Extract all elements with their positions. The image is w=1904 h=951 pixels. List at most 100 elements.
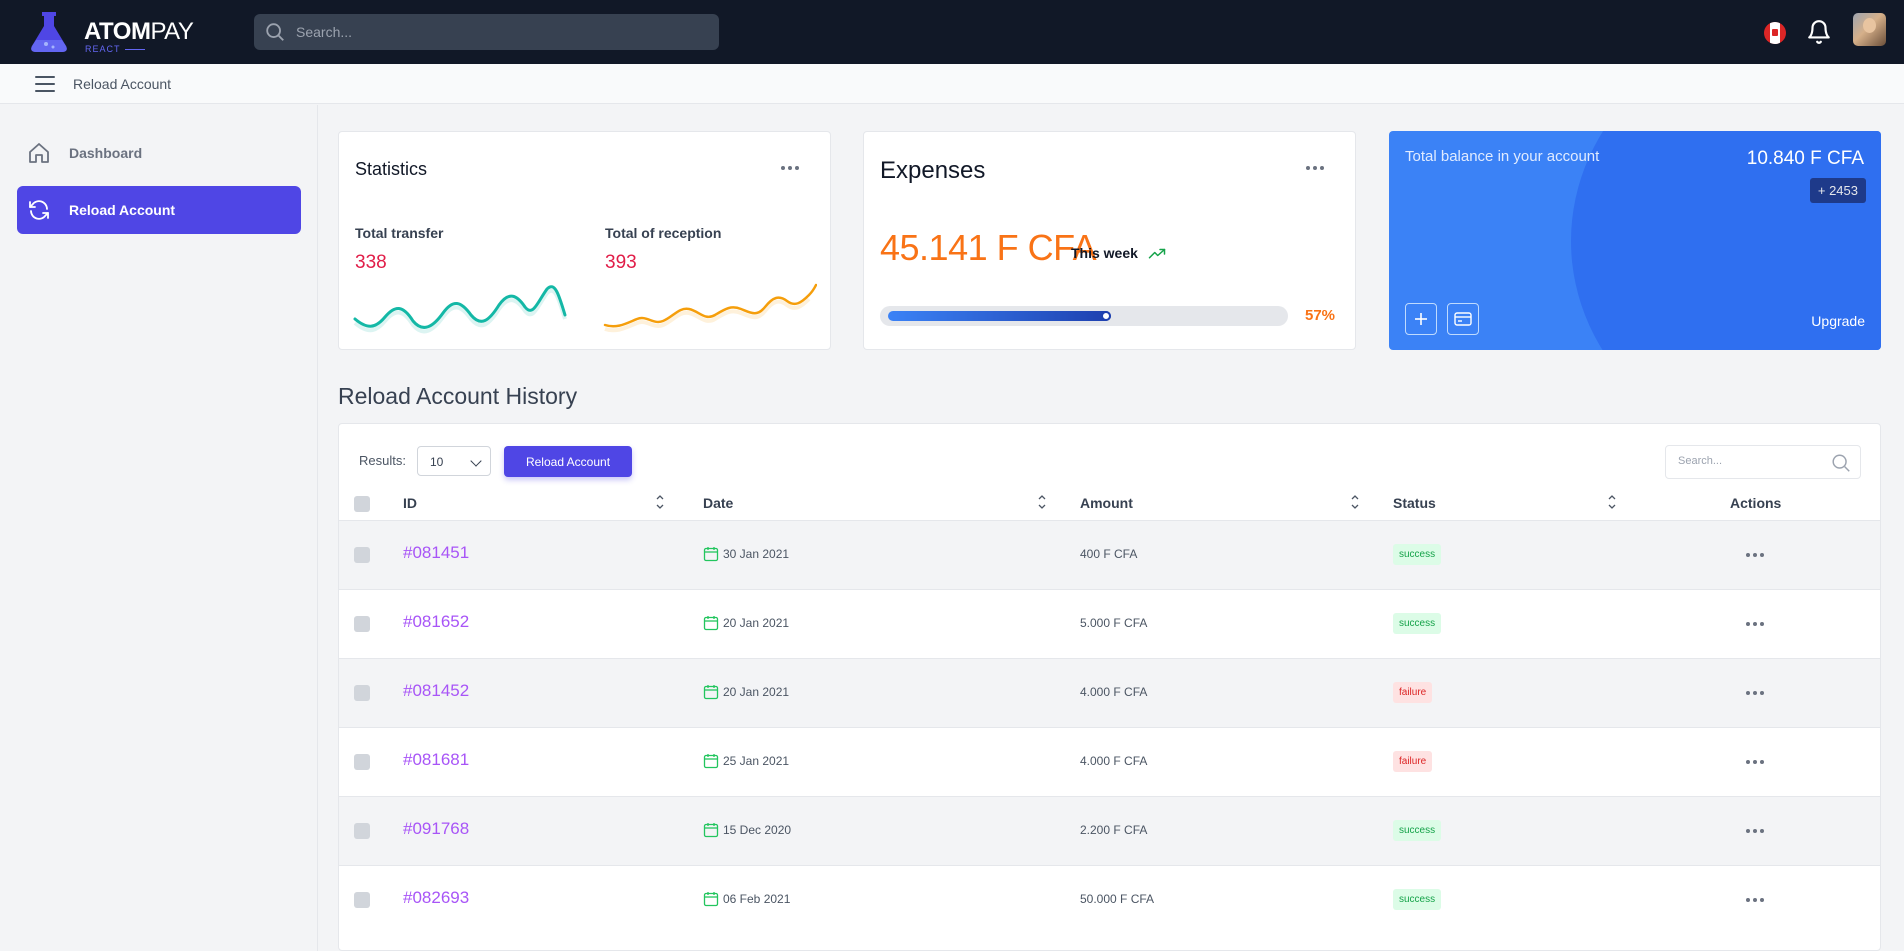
status-badge: success (1393, 889, 1442, 910)
select-all-checkbox[interactable] (354, 496, 370, 512)
row-date-text: 30 Jan 2021 (723, 547, 790, 561)
bell-icon[interactable] (1806, 18, 1832, 46)
credit-card-icon (1454, 312, 1472, 326)
column-header-amount[interactable]: Amount (1080, 495, 1133, 511)
row-checkbox[interactable] (354, 616, 370, 632)
row-date-text: 20 Jan 2021 (723, 685, 790, 699)
logo[interactable]: ATOMPAY REACT (26, 10, 194, 54)
decorative-circle (1571, 131, 1881, 350)
avatar[interactable] (1853, 13, 1886, 46)
status-badge: success (1393, 613, 1442, 634)
add-button[interactable] (1405, 303, 1437, 335)
row-id[interactable]: #082693 (403, 888, 470, 907)
sidebar-item-dashboard[interactable]: Dashboard (17, 129, 301, 177)
sort-icon[interactable] (1607, 493, 1617, 511)
canada-flag-icon[interactable] (1764, 22, 1786, 44)
row-amount: 2.200 F CFA (1080, 823, 1148, 837)
total-reception-label: Total of reception (605, 225, 722, 241)
sidebar-item-reload-account[interactable]: Reload Account (17, 186, 301, 234)
sort-icon[interactable] (655, 493, 665, 511)
row-checkbox[interactable] (354, 685, 370, 701)
table-search-input[interactable] (1678, 455, 1828, 467)
home-icon (29, 143, 49, 163)
row-actions-icon[interactable] (1746, 760, 1764, 764)
row-id[interactable]: #091768 (403, 819, 470, 838)
calendar-icon (703, 547, 719, 562)
row-id[interactable]: #081452 (403, 681, 470, 700)
expenses-card: Expenses 45.141 F CFA This week 57% (863, 131, 1356, 350)
card-button[interactable] (1447, 303, 1479, 335)
row-date: 15 Dec 2020 (703, 822, 791, 838)
column-header-actions: Actions (1730, 495, 1782, 511)
row-actions-icon[interactable] (1746, 553, 1764, 557)
row-checkbox[interactable] (354, 754, 370, 770)
history-table-card: Results: 10 Reload Account ID Date Amoun… (338, 423, 1881, 951)
progress-fill (888, 311, 1111, 321)
statistics-card: Statistics Total transfer 338 Total of r… (338, 131, 831, 350)
sort-icon[interactable] (1350, 493, 1360, 511)
brand-bold: ATOM (84, 18, 151, 45)
sidebar-item-label: Dashboard (69, 145, 143, 161)
flask-logo-icon (31, 12, 67, 52)
top-search-input[interactable] (296, 24, 696, 40)
menu-icon[interactable] (35, 76, 55, 92)
status-badge: success (1393, 820, 1442, 841)
status-badge: failure (1393, 751, 1433, 772)
top-bar: ATOMPAY REACT (0, 0, 1904, 64)
row-actions-icon[interactable] (1746, 691, 1764, 695)
column-header-date[interactable]: Date (703, 495, 734, 511)
balance-label: Total balance in your account (1405, 148, 1600, 165)
row-checkbox[interactable] (354, 892, 370, 908)
search-icon (266, 23, 284, 41)
expenses-value: 45.141 F CFA (880, 227, 1097, 268)
brand-name: ATOMPAY (84, 18, 194, 45)
reload-account-button[interactable]: Reload Account (504, 446, 632, 477)
row-checkbox[interactable] (354, 547, 370, 563)
row-actions-icon[interactable] (1746, 829, 1764, 833)
total-transfer-value: 338 (355, 252, 387, 273)
table-row[interactable]: #081451 30 Jan 2021 400 F CFA success (339, 520, 1880, 589)
more-options-icon[interactable] (1306, 166, 1324, 170)
row-amount: 4.000 F CFA (1080, 754, 1148, 768)
row-amount: 4.000 F CFA (1080, 685, 1148, 699)
sidebar: Dashboard Reload Account (0, 105, 318, 951)
top-search-bar[interactable] (254, 14, 719, 50)
row-id[interactable]: #081652 (403, 612, 470, 631)
table-row[interactable]: #091768 15 Dec 2020 2.200 F CFA success (339, 796, 1880, 865)
row-date: 25 Jan 2021 (703, 753, 789, 769)
brand-sub: REACT (85, 44, 145, 54)
row-amount: 50.000 F CFA (1080, 892, 1155, 906)
row-actions-icon[interactable] (1746, 898, 1764, 902)
breadcrumb-bar: Reload Account (0, 64, 1904, 104)
table-row[interactable]: #082693 06 Feb 2021 50.000 F CFA success (339, 865, 1880, 934)
column-header-id[interactable]: ID (403, 495, 417, 511)
row-id[interactable]: #081681 (403, 750, 470, 769)
total-transfer-label: Total transfer (355, 225, 444, 241)
search-icon (1832, 454, 1850, 472)
balance-value: 10.840 F CFA (1746, 148, 1864, 169)
row-date: 20 Jan 2021 (703, 684, 789, 700)
table-row[interactable]: #081652 20 Jan 2021 5.000 F CFA success (339, 589, 1880, 658)
refresh-icon (29, 200, 49, 220)
column-header-status[interactable]: Status (1393, 495, 1436, 511)
row-date-text: 15 Dec 2020 (723, 823, 792, 837)
expenses-period-label: This week (1071, 245, 1138, 261)
table-search[interactable] (1665, 445, 1861, 479)
table-row[interactable]: #081681 25 Jan 2021 4.000 F CFA failure (339, 727, 1880, 796)
more-options-icon[interactable] (781, 166, 799, 170)
results-select[interactable]: 10 (417, 446, 491, 476)
row-id[interactable]: #081451 (403, 543, 470, 562)
statistics-title: Statistics (355, 159, 428, 179)
upgrade-link[interactable]: Upgrade (1811, 313, 1865, 329)
plus-icon (1415, 313, 1427, 325)
row-date: 20 Jan 2021 (703, 615, 789, 631)
calendar-icon (703, 892, 719, 907)
progress-knob (1101, 311, 1111, 321)
row-actions-icon[interactable] (1746, 622, 1764, 626)
table-row[interactable]: #081452 20 Jan 2021 4.000 F CFA failure (339, 658, 1880, 727)
status-badge: success (1393, 544, 1442, 565)
sort-icon[interactable] (1037, 493, 1047, 511)
row-date-text: 20 Jan 2021 (723, 616, 790, 630)
row-checkbox[interactable] (354, 823, 370, 839)
row-date: 30 Jan 2021 (703, 546, 789, 562)
